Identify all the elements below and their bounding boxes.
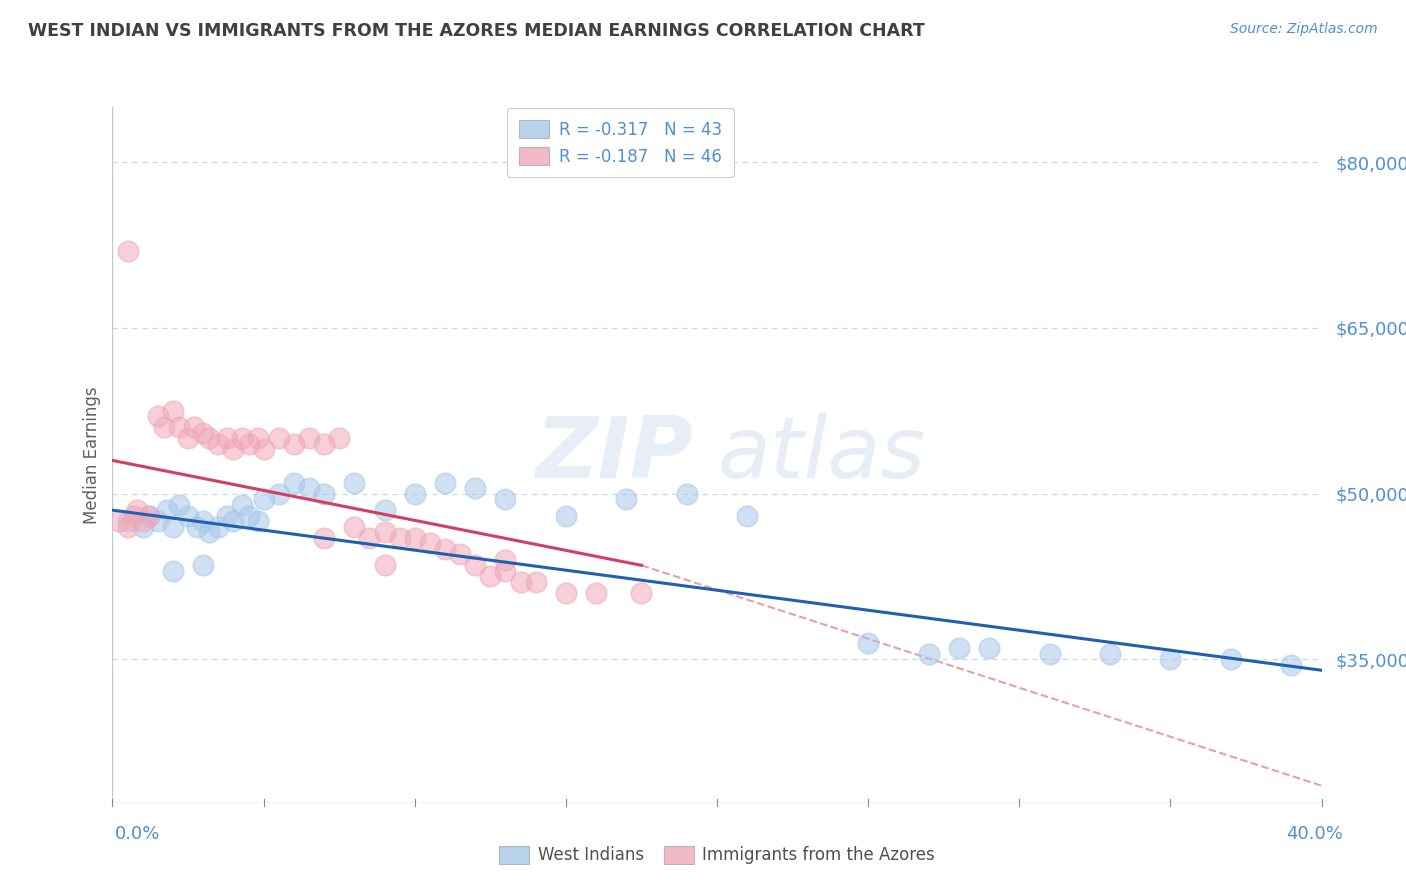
Point	[267, 486, 290, 500]
Point	[207, 519, 229, 533]
Point	[1159, 652, 1181, 666]
Point	[343, 475, 366, 490]
Text: Source: ZipAtlas.com: Source: ZipAtlas.com	[1230, 22, 1378, 37]
Text: WEST INDIAN VS IMMIGRANTS FROM THE AZORES MEDIAN EARNINGS CORRELATION CHART: WEST INDIAN VS IMMIGRANTS FROM THE AZORE…	[28, 22, 925, 40]
Point	[283, 475, 305, 490]
Point	[198, 431, 221, 445]
Legend: West Indians, Immigrants from the Azores: West Indians, Immigrants from the Azores	[489, 836, 945, 874]
Point	[554, 586, 576, 600]
Point	[117, 514, 139, 528]
Point	[298, 431, 321, 445]
Point	[217, 508, 239, 523]
Point	[117, 519, 139, 533]
Point	[246, 431, 269, 445]
Point	[404, 486, 426, 500]
Point	[222, 442, 245, 457]
Point	[374, 525, 396, 540]
Point	[138, 508, 160, 523]
Point	[433, 475, 456, 490]
Point	[162, 564, 184, 578]
Point	[314, 531, 336, 545]
Point	[238, 508, 260, 523]
Point	[419, 536, 441, 550]
Point	[267, 431, 290, 445]
Text: ZIP: ZIP	[536, 413, 693, 497]
Point	[186, 519, 208, 533]
Point	[217, 431, 239, 445]
Text: 0.0%: 0.0%	[115, 825, 160, 843]
Point	[138, 508, 160, 523]
Point	[231, 431, 253, 445]
Point	[167, 498, 190, 512]
Point	[509, 574, 531, 589]
Point	[253, 442, 276, 457]
Point	[298, 481, 321, 495]
Point	[198, 525, 221, 540]
Point	[146, 409, 169, 424]
Point	[328, 431, 350, 445]
Point	[1279, 657, 1302, 672]
Point	[630, 586, 652, 600]
Point	[162, 519, 184, 533]
Point	[191, 425, 214, 440]
Point	[977, 641, 1000, 656]
Point	[177, 508, 200, 523]
Point	[1098, 647, 1121, 661]
Point	[948, 641, 970, 656]
Point	[675, 486, 697, 500]
Text: atlas: atlas	[717, 413, 925, 497]
Point	[1038, 647, 1062, 661]
Point	[283, 437, 305, 451]
Point	[253, 492, 276, 507]
Point	[314, 486, 336, 500]
Point	[246, 514, 269, 528]
Point	[207, 437, 229, 451]
Point	[191, 514, 214, 528]
Point	[343, 519, 366, 533]
Point	[231, 498, 253, 512]
Point	[404, 531, 426, 545]
Point	[1220, 652, 1243, 666]
Point	[856, 635, 880, 649]
Point	[156, 503, 179, 517]
Point	[554, 508, 576, 523]
Point	[388, 531, 411, 545]
Point	[191, 558, 214, 573]
Point	[146, 514, 169, 528]
Point	[177, 431, 200, 445]
Point	[238, 437, 260, 451]
Point	[132, 514, 155, 528]
Point	[495, 492, 517, 507]
Text: 40.0%: 40.0%	[1286, 825, 1343, 843]
Point	[374, 558, 396, 573]
Point	[585, 586, 607, 600]
Point	[449, 547, 471, 561]
Point	[433, 541, 456, 556]
Point	[183, 420, 205, 434]
Point	[122, 508, 145, 523]
Point	[374, 503, 396, 517]
Point	[737, 508, 759, 523]
Point	[132, 519, 155, 533]
Point	[918, 647, 941, 661]
Point	[125, 503, 148, 517]
Point	[222, 514, 245, 528]
Y-axis label: Median Earnings: Median Earnings	[83, 386, 101, 524]
Point	[524, 574, 547, 589]
Point	[117, 244, 139, 258]
Point	[162, 403, 184, 417]
Point	[167, 420, 190, 434]
Point	[314, 437, 336, 451]
Point	[359, 531, 381, 545]
Point	[464, 481, 486, 495]
Point	[616, 492, 638, 507]
Point	[107, 514, 129, 528]
Point	[153, 420, 176, 434]
Point	[464, 558, 486, 573]
Point	[479, 569, 502, 583]
Point	[495, 553, 517, 567]
Point	[495, 564, 517, 578]
